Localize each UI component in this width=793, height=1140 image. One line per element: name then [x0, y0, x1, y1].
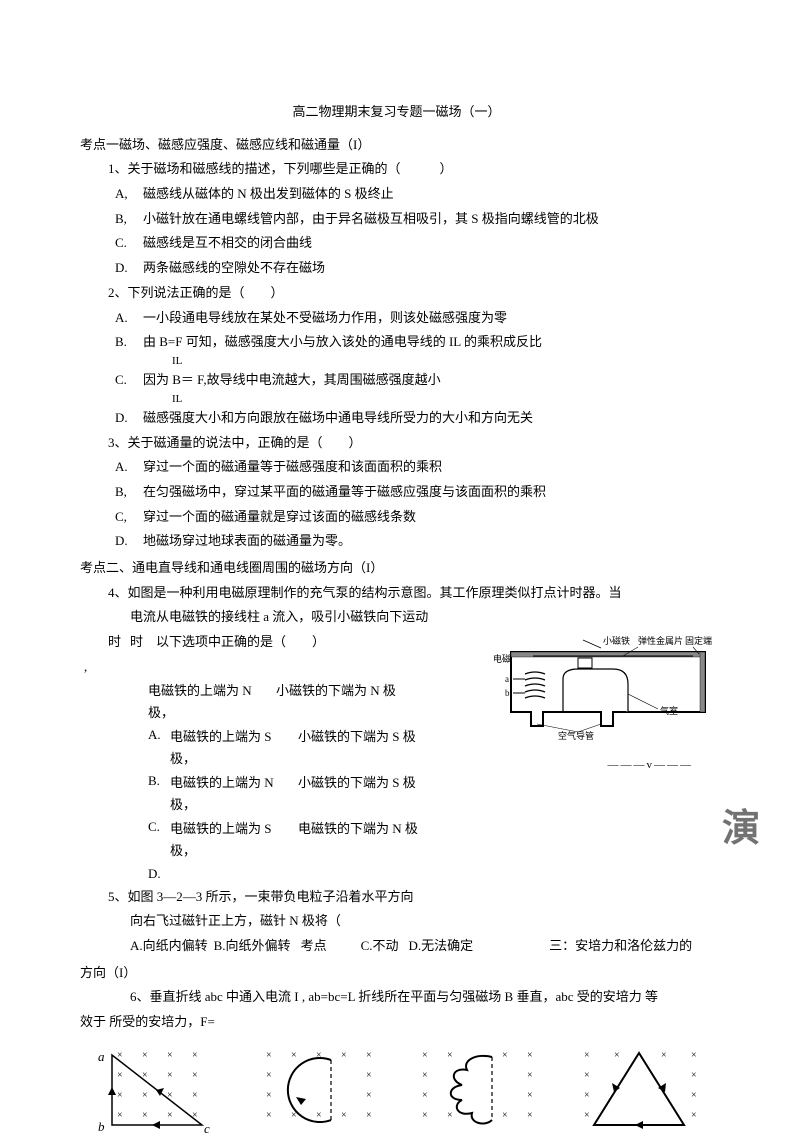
q4-stem3: 时 以下选项中正确的是（ ） — [130, 630, 325, 655]
q3-stem: 3、关于磁通量的说法中，正确的是（ ） — [80, 431, 713, 456]
q4-stem2: 电流从电磁铁的接线柱 a 流入，吸引小磁铁向下运动 — [80, 605, 713, 630]
topic-3: 方向（I） 6、垂直折线 abc 中通入电流 I , ab=bc=L 折线所在平… — [80, 961, 713, 1035]
watermark: 演 — [722, 793, 758, 865]
svg-text:×: × — [691, 1110, 697, 1121]
svg-text:×: × — [527, 1110, 533, 1121]
q6-stem2: 效于 所受的安培力，F= — [80, 1010, 713, 1035]
svg-text:×: × — [167, 1050, 173, 1061]
svg-text:×: × — [117, 1090, 123, 1101]
svg-text:×: × — [366, 1110, 372, 1121]
q3-opt-b: B,在匀强磁场中，穿过某平面的磁通量等于磁感应强度与该面面积的乘积 — [80, 480, 713, 505]
svg-text:×: × — [422, 1090, 428, 1101]
svg-text:×: × — [366, 1050, 372, 1061]
svg-text:×: × — [447, 1110, 453, 1121]
topic-3-heading: 方向（I） — [80, 961, 713, 986]
svg-text:×: × — [142, 1050, 148, 1061]
svg-text:×: × — [341, 1050, 347, 1061]
q3-opt-c: C,穿过一个面的磁通量就是穿过该面的磁感线条数 — [80, 505, 713, 530]
svg-text:弹性金属片: 弹性金属片 — [638, 635, 683, 646]
fig-semicircle: ××××× ×× ×× ××××× — [246, 1045, 386, 1140]
svg-text:×: × — [117, 1110, 123, 1121]
fig-triangle-right: ×××× ×××× ×××× ×××× a b c — [84, 1045, 224, 1140]
svg-text:×: × — [527, 1070, 533, 1081]
svg-text:×: × — [584, 1110, 590, 1121]
svg-text:×: × — [422, 1050, 428, 1061]
q2-opt-d: D.磁感强度大小和方向跟放在磁场中通电导线所受力的大小和方向无关 — [80, 406, 713, 431]
svg-text:气室: 气室 — [660, 705, 678, 716]
svg-text:×: × — [192, 1090, 198, 1101]
svg-text:×: × — [192, 1050, 198, 1061]
svg-text:×: × — [584, 1070, 590, 1081]
svg-text:×: × — [291, 1050, 297, 1061]
q1-opt-d: D.两条磁感线的空隙处不存在磁场 — [80, 256, 713, 281]
svg-text:×: × — [502, 1050, 508, 1061]
svg-text:×: × — [691, 1090, 697, 1101]
svg-text:a: a — [98, 1049, 105, 1064]
q6-figures: ×××× ×××× ×××× ×××× a b c ××××× ×× ×× ××… — [80, 1035, 713, 1140]
svg-text:×: × — [117, 1070, 123, 1081]
topic-2-heading: 考点二、通电直导线和通电线圈周围的磁场方向（I） — [80, 556, 713, 581]
topic-1: 考点一磁场、磁感应强度、磁感应线和磁通量（I） 1、关于磁场和磁感线的描述，下列… — [80, 133, 713, 554]
svg-text:×: × — [266, 1110, 272, 1121]
q4-stem1: 4、如图是一种利用电磁原理制作的充气泵的结构示意图。其工作原理类似打点计时器。当 — [80, 581, 713, 606]
q2-opt-c: C.因为 B＝ F,故导线中电流越大，其周围磁感强度越小 — [80, 368, 713, 393]
svg-text:×: × — [527, 1090, 533, 1101]
fig-irregular: × × × × × × × × × × × × — [407, 1045, 547, 1140]
q2-stem: 2、下列说法正确的是（ ） — [80, 281, 713, 306]
q5-stem1: 5、如图 3—2—3 所示，一束带负电粒子沿着水平方向 — [80, 885, 713, 910]
svg-text:×: × — [142, 1090, 148, 1101]
svg-text:×: × — [447, 1050, 453, 1061]
svg-text:×: × — [691, 1070, 697, 1081]
page-title: 高二物理期末复习专题一磁场（一） — [80, 100, 713, 125]
svg-text:×: × — [316, 1110, 322, 1121]
svg-text:×: × — [266, 1090, 272, 1101]
svg-text:×: × — [502, 1110, 508, 1121]
q2-opt-b: B.由 B=F 可知，磁感强度大小与放入该处的通电导线的 IL 的乘积成反比 — [80, 330, 713, 355]
svg-text:×: × — [527, 1050, 533, 1061]
svg-text:×: × — [584, 1050, 590, 1061]
q3-opt-d: D.地磁场穿过地球表面的磁通量为零。 — [80, 529, 713, 554]
svg-text:×: × — [266, 1050, 272, 1061]
q2-b-sub: IL — [80, 355, 713, 368]
q4-opt-a: 电磁铁的上端为 N 极，小磁铁的下端为 N 极 — [148, 680, 483, 724]
svg-text:×: × — [691, 1050, 697, 1061]
q4-diagram: 小磁铁 弹性金属片 固定端 电磁 a — [483, 634, 713, 749]
svg-text:b: b — [505, 688, 510, 698]
q1-opt-c: C.磁感线是互不相交的闭合曲线 — [80, 231, 713, 256]
svg-text:×: × — [192, 1070, 198, 1081]
svg-text:小磁铁: 小磁铁 — [603, 635, 630, 646]
velocity-arrow: ———v——— — [608, 755, 694, 776]
svg-text:固定端: 固定端 — [685, 635, 712, 646]
q6-stem1: 6、垂直折线 abc 中通入电流 I , ab=bc=L 折线所在平面与匀强磁场… — [80, 985, 713, 1010]
q1-opt-b: B,小磁针放在通电螺线管内部，由于异名磁极互相吸引，其 S 极指向螺线管的北极 — [80, 207, 713, 232]
fig-triangle-iso: × × × × × × × × × × — [569, 1045, 709, 1140]
svg-text:电磁: 电磁 — [493, 653, 511, 664]
svg-text:×: × — [341, 1110, 347, 1121]
svg-text:×: × — [584, 1090, 590, 1101]
svg-text:×: × — [366, 1090, 372, 1101]
q2-opt-a: A.一小段通电导线放在某处不受磁场力作用，则该处磁感强度为零 — [80, 306, 713, 331]
svg-text:×: × — [266, 1070, 272, 1081]
svg-text:×: × — [366, 1070, 372, 1081]
svg-text:×: × — [614, 1050, 620, 1061]
q3-opt-a: A.穿过一个面的磁通量等于磁感强度和该面面积的乘积 — [80, 455, 713, 480]
svg-text:×: × — [167, 1070, 173, 1081]
svg-text:×: × — [167, 1110, 173, 1121]
svg-text:a: a — [505, 674, 509, 684]
q5-options: A.向纸内偏转 B.向纸外偏转 考点 C.不动 D.无法确定 三：安培力和洛伦兹… — [80, 934, 713, 959]
svg-text:×: × — [316, 1050, 322, 1061]
svg-text:×: × — [422, 1070, 428, 1081]
svg-text:×: × — [142, 1110, 148, 1121]
topic-1-heading: 考点一磁场、磁感应强度、磁感应线和磁通量（I） — [80, 133, 713, 158]
svg-text:×: × — [661, 1050, 667, 1061]
q1-opt-a: A,磁感线从磁体的 N 极出发到磁体的 S 极终止 — [80, 182, 713, 207]
svg-text:×: × — [422, 1110, 428, 1121]
q5-stem2: 向右飞过磁针正上方，磁针 N 极将（ — [80, 909, 713, 934]
q2-c-sub: IL — [80, 393, 713, 406]
svg-text:c: c — [204, 1121, 210, 1136]
svg-text:b: b — [98, 1119, 105, 1134]
q1-stem: 1、关于磁场和磁感线的描述，下列哪些是正确的（ ） — [80, 157, 713, 182]
